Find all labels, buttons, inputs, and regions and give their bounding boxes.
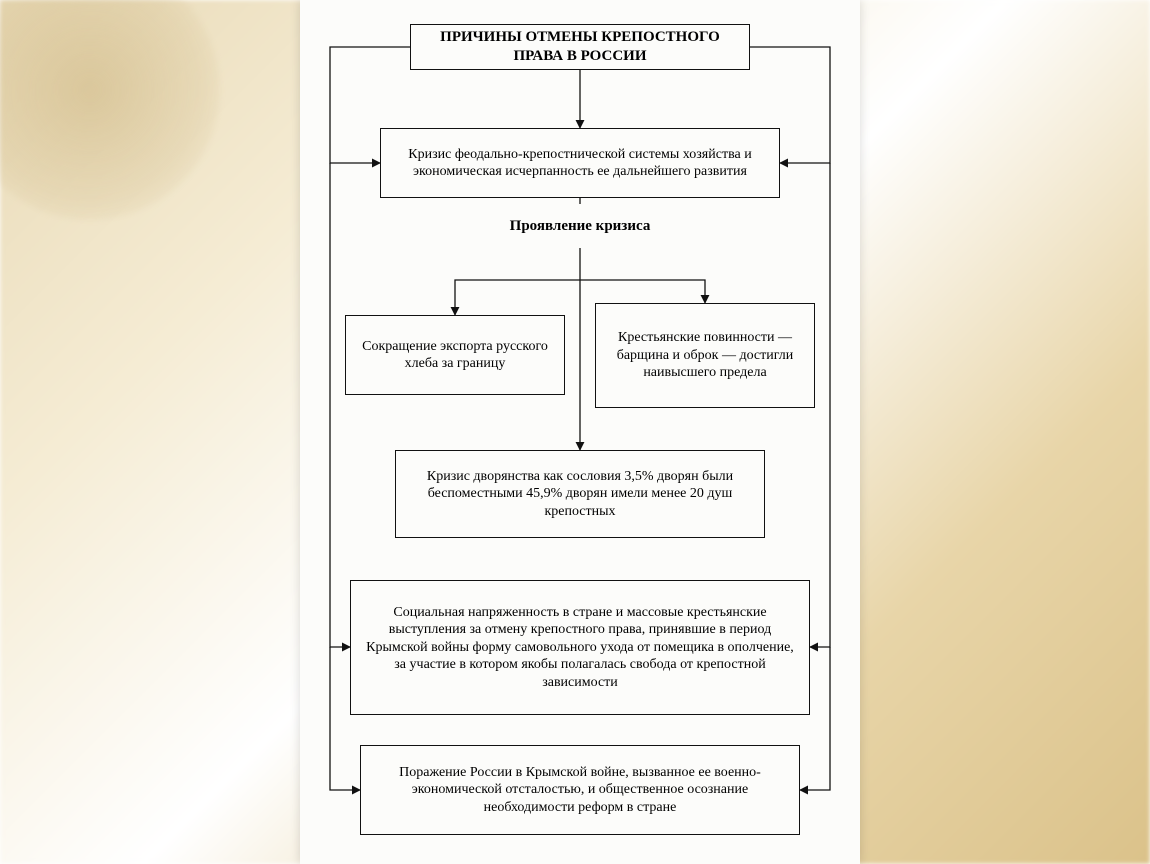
social-text: Социальная напряженность в стране и масс… [361, 604, 799, 692]
social-box: Социальная напряженность в стране и масс… [350, 580, 810, 715]
export-text: Сокращение экспорта русского хлеба за гр… [356, 338, 554, 373]
nobility-text: Кризис дворянства как сословия 3,5% двор… [406, 468, 754, 521]
manifest-label: Проявление кризиса [490, 204, 670, 248]
title-text: ПРИЧИНЫ ОТМЕНЫ КРЕПОСТНОГО ПРАВА В РОССИ… [421, 28, 739, 66]
crisis-text: Кризис феодально-крепостнической системы… [391, 146, 769, 181]
title-box: ПРИЧИНЫ ОТМЕНЫ КРЕПОСТНОГО ПРАВА В РОССИ… [410, 24, 750, 70]
defeat-text: Поражение России в Крымской войне, вызва… [371, 764, 789, 817]
duties-box: Крестьянские повинности — барщина и обро… [595, 303, 815, 408]
defeat-box: Поражение России в Крымской войне, вызва… [360, 745, 800, 835]
crisis-box: Кризис феодально-крепостнической системы… [380, 128, 780, 198]
nobility-box: Кризис дворянства как сословия 3,5% двор… [395, 450, 765, 538]
duties-text: Крестьянские повинности — барщина и обро… [606, 329, 804, 382]
export-box: Сокращение экспорта русского хлеба за гр… [345, 315, 565, 395]
manifest-text: Проявление кризиса [510, 217, 651, 236]
